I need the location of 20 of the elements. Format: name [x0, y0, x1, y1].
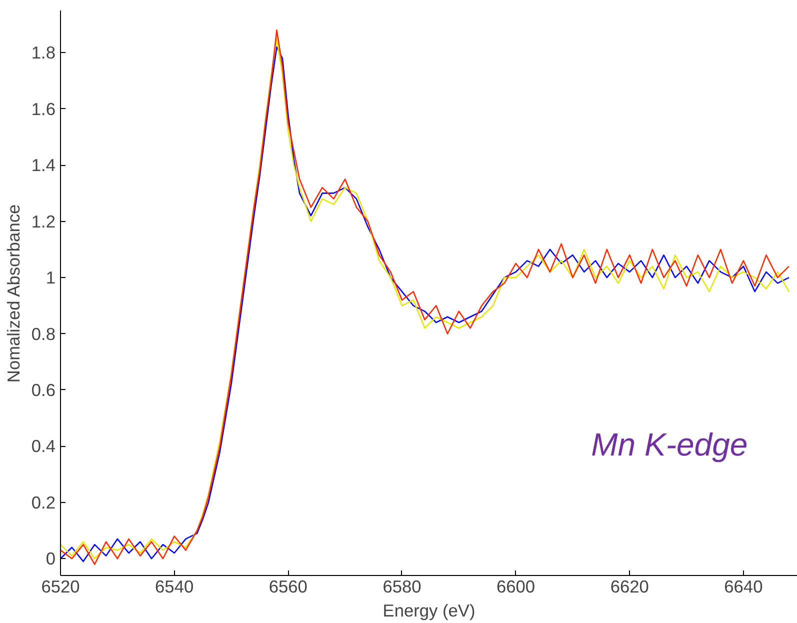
- x-axis-title: Energy (eV): [382, 600, 476, 620]
- x-tick-label: 6640: [724, 576, 763, 596]
- y-tick-label: 0.2: [31, 492, 56, 512]
- x-tick-label: 6540: [155, 576, 194, 596]
- x-tick-label: 6520: [41, 576, 80, 596]
- x-tick-label: 6560: [268, 576, 308, 596]
- x-tick-label: 6580: [382, 576, 422, 596]
- y-tick-label: 1.8: [31, 42, 56, 63]
- x-tick-label: 6620: [610, 576, 649, 596]
- y-axis-title: Nomalized Absorbance: [3, 204, 24, 383]
- y-tick-label: 0: [46, 548, 56, 569]
- annotation: Mn K-edge: [591, 426, 748, 462]
- y-tick-label: 1.6: [31, 98, 56, 119]
- y-tick-label: 0.4: [31, 436, 56, 456]
- y-tick-label: 1: [46, 268, 56, 288]
- x-tick-label: 6600: [496, 576, 536, 596]
- y-tick-label: 0.6: [31, 380, 56, 400]
- y-tick-label: 1.2: [31, 211, 56, 232]
- y-tick-label: 1.4: [31, 155, 56, 176]
- y-tick-label: 0.8: [31, 324, 56, 344]
